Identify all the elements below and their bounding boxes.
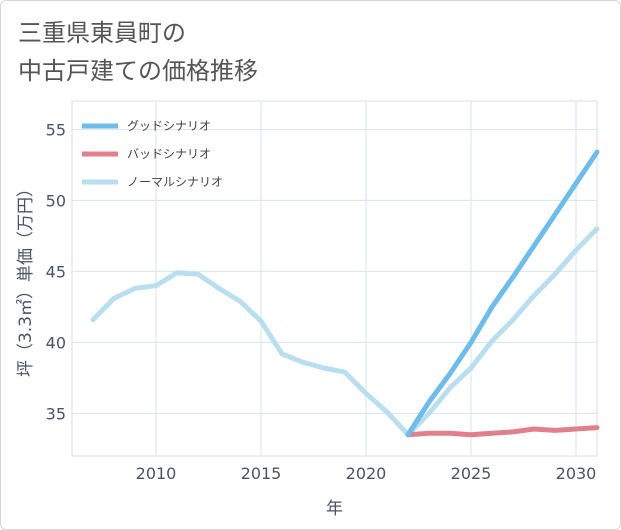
legend-label: グッドシナリオ xyxy=(127,119,211,133)
x-tick-label: 2030 xyxy=(556,464,597,483)
y-tick-label: 45 xyxy=(46,262,66,281)
series-line-2 xyxy=(90,226,600,438)
y-axis-label: 坪（3.3㎡）単価（万円） xyxy=(16,180,36,377)
x-tick-label: 2020 xyxy=(346,464,387,483)
x-tick-labels: 2010 2015 2020 2025 2030 xyxy=(136,464,597,483)
chart-title-line2: 中古戸建ての価格推移 xyxy=(18,57,258,85)
y-tick-label: 40 xyxy=(46,333,66,352)
y-tick-label: 35 xyxy=(46,404,66,423)
grid-lines xyxy=(72,101,597,456)
legend-label: ノーマルシナリオ xyxy=(127,175,223,189)
series-lines xyxy=(90,149,600,438)
y-tick-label: 55 xyxy=(46,120,66,139)
x-tick-label: 2015 xyxy=(241,464,282,483)
chart-title: 三重県東員町の 中古戸建ての価格推移 xyxy=(18,14,258,90)
x-axis-label: 年 xyxy=(326,499,343,519)
y-tick-label: 50 xyxy=(46,191,66,210)
series-line-0 xyxy=(405,149,600,438)
y-tick-labels: 35 40 45 50 55 xyxy=(46,120,66,423)
x-tick-label: 2025 xyxy=(451,464,492,483)
x-tick-label: 2010 xyxy=(136,464,177,483)
legend-label: バッドシナリオ xyxy=(127,147,211,161)
series-line-1 xyxy=(405,425,600,438)
chart-title-line1: 三重県東員町の xyxy=(18,19,186,47)
